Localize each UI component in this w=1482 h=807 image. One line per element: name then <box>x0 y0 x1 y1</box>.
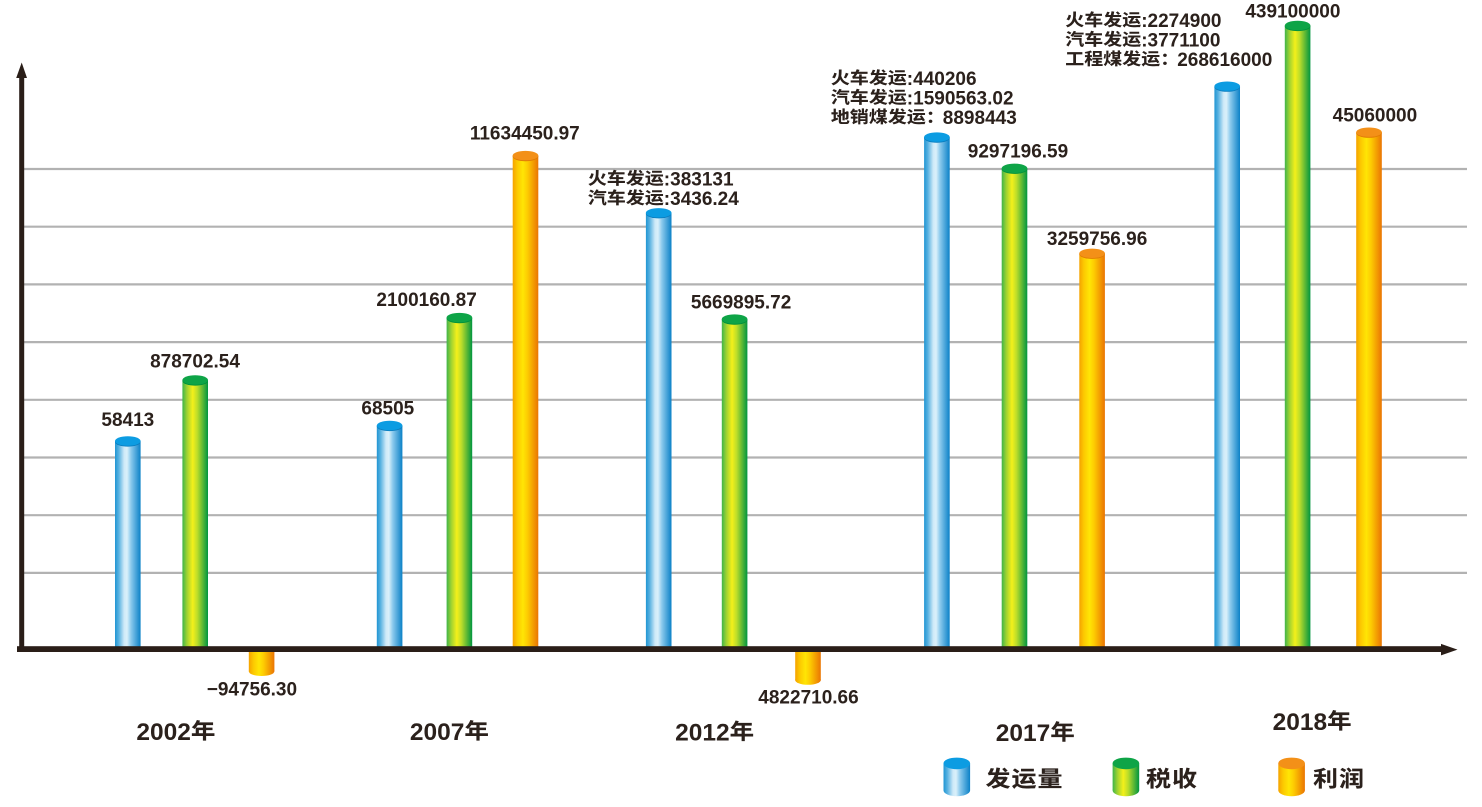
svg-text:68505: 68505 <box>361 399 414 420</box>
svg-text:11634450.97: 11634450.97 <box>470 124 580 145</box>
svg-text::1590563.02: :1590563.02 <box>907 89 1014 110</box>
svg-text:2007: 2007 <box>410 719 465 746</box>
svg-text:45060000: 45060000 <box>1333 105 1418 126</box>
svg-text::3771100: :3771100 <box>1141 31 1220 52</box>
svg-text:878702.54: 878702.54 <box>150 352 240 373</box>
svg-text:5669895.72: 5669895.72 <box>691 293 791 314</box>
svg-text:3259756.96: 3259756.96 <box>1047 229 1147 250</box>
svg-text:2002: 2002 <box>136 719 191 746</box>
svg-text:2018: 2018 <box>1273 709 1328 736</box>
svg-text:2012: 2012 <box>675 719 730 746</box>
svg-text:8898443: 8898443 <box>943 108 1017 129</box>
svg-text:9297196.59: 9297196.59 <box>968 142 1068 163</box>
svg-text:58413: 58413 <box>101 410 154 431</box>
svg-text::440206: :440206 <box>907 69 977 90</box>
svg-text:4822710.66: 4822710.66 <box>758 688 858 709</box>
svg-text:2017: 2017 <box>996 720 1051 747</box>
svg-text::383131: :383131 <box>664 170 734 191</box>
svg-text::3436.24: :3436.24 <box>664 189 739 210</box>
svg-text:439100000: 439100000 <box>1245 1 1340 22</box>
svg-text:−94756.30: −94756.30 <box>207 679 297 700</box>
svg-text:268616000: 268616000 <box>1177 50 1272 71</box>
svg-text:2100160.87: 2100160.87 <box>376 290 476 311</box>
svg-text::2274900: :2274900 <box>1141 11 1221 32</box>
